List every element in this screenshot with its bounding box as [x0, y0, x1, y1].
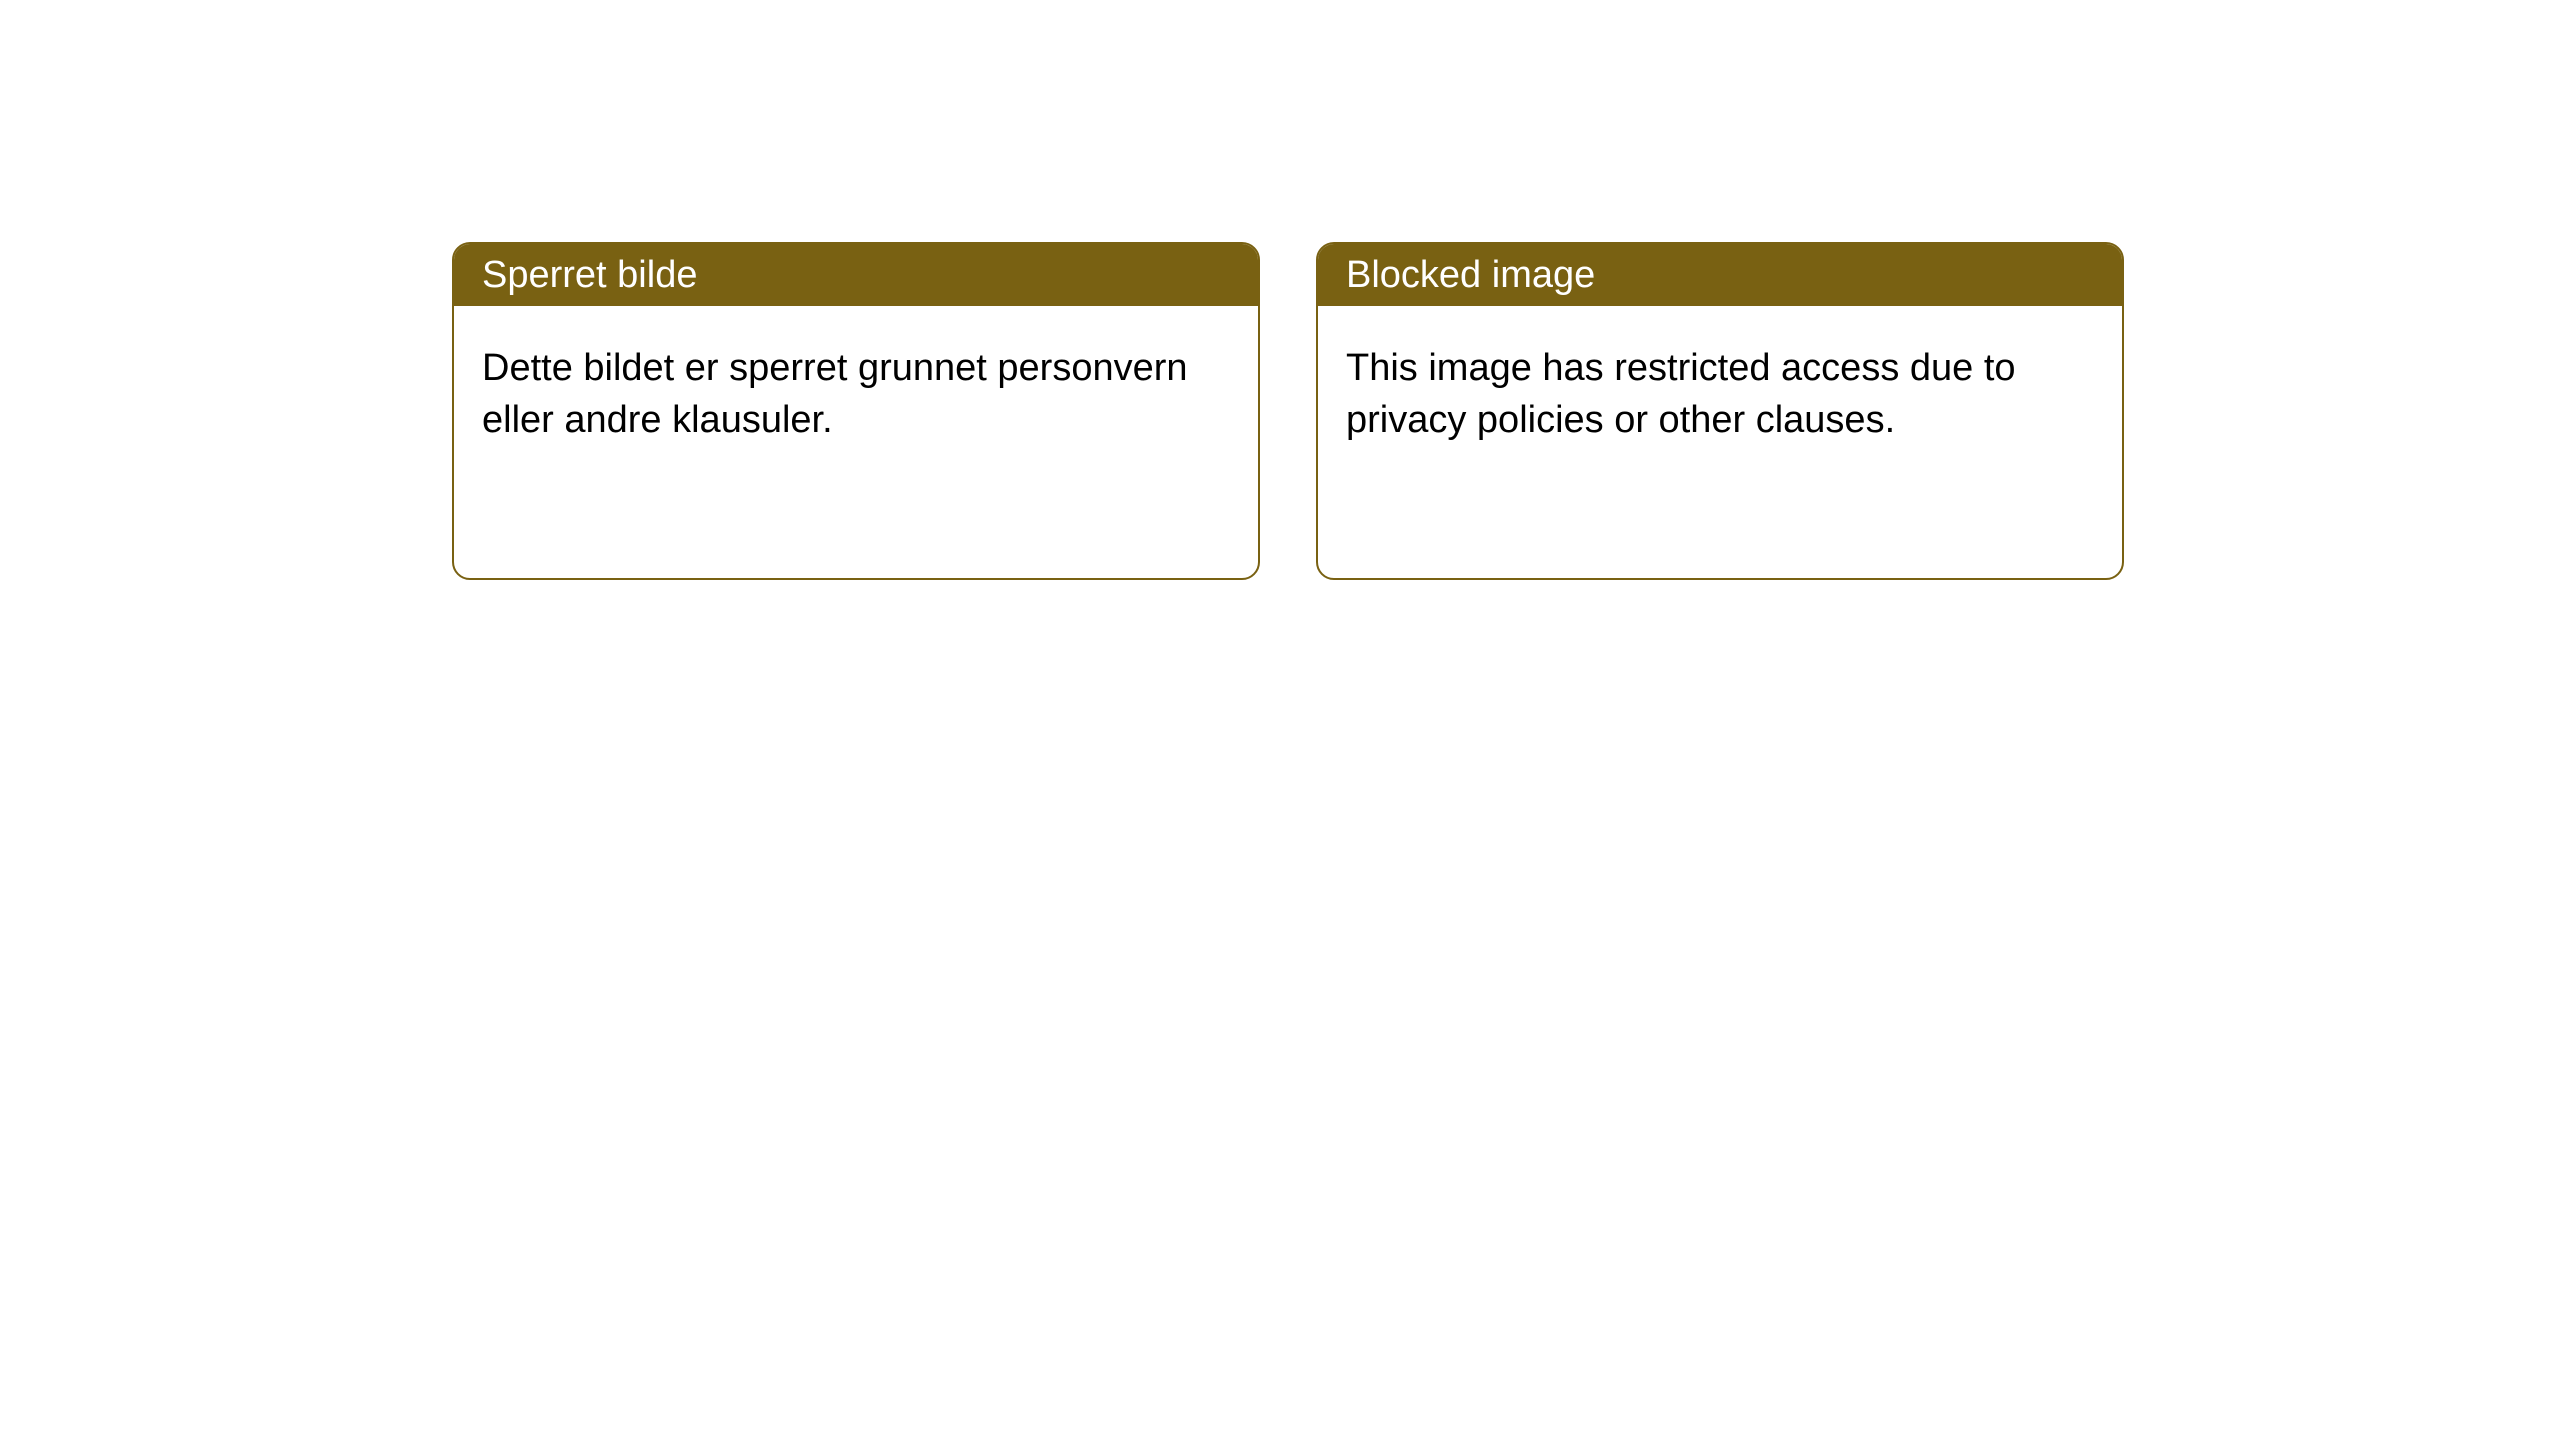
- notice-card-norwegian: Sperret bilde Dette bildet er sperret gr…: [452, 242, 1260, 580]
- card-header: Sperret bilde: [454, 244, 1258, 306]
- notice-card-english: Blocked image This image has restricted …: [1316, 242, 2124, 580]
- card-title: Sperret bilde: [482, 254, 697, 297]
- card-title: Blocked image: [1346, 254, 1595, 297]
- card-header: Blocked image: [1318, 244, 2122, 306]
- card-body: This image has restricted access due to …: [1318, 306, 2122, 482]
- card-body: Dette bildet er sperret grunnet personve…: [454, 306, 1258, 482]
- card-body-text: This image has restricted access due to …: [1346, 347, 2016, 441]
- notice-container: Sperret bilde Dette bildet er sperret gr…: [0, 0, 2560, 580]
- card-body-text: Dette bildet er sperret grunnet personve…: [482, 347, 1188, 441]
